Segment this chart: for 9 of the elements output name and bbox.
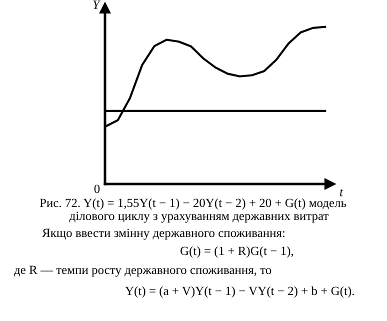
- text: G(t) = (1 + R)G(t − 1),: [180, 246, 294, 258]
- y-axis-title: Y: [93, 0, 101, 9]
- text: де R — темпи росту державного споживання, то: [14, 266, 272, 277]
- x-axis-title: t: [340, 189, 344, 196]
- text: 0: [94, 184, 100, 194]
- text: ділового циклу з урахуванням державних витрат: [69, 212, 328, 223]
- text: Якщо ввести змінну державного споживання:: [42, 228, 284, 240]
- text: Y(t) = (a + V)Y(t − 1) − VY(t − 2) + b + G(t).: [125, 286, 354, 298]
- text: Рис. 72. Y(t) = 1,55Y(t − 1) − 20Y(t − 2) + 20 + G(t) модель: [40, 198, 346, 210]
